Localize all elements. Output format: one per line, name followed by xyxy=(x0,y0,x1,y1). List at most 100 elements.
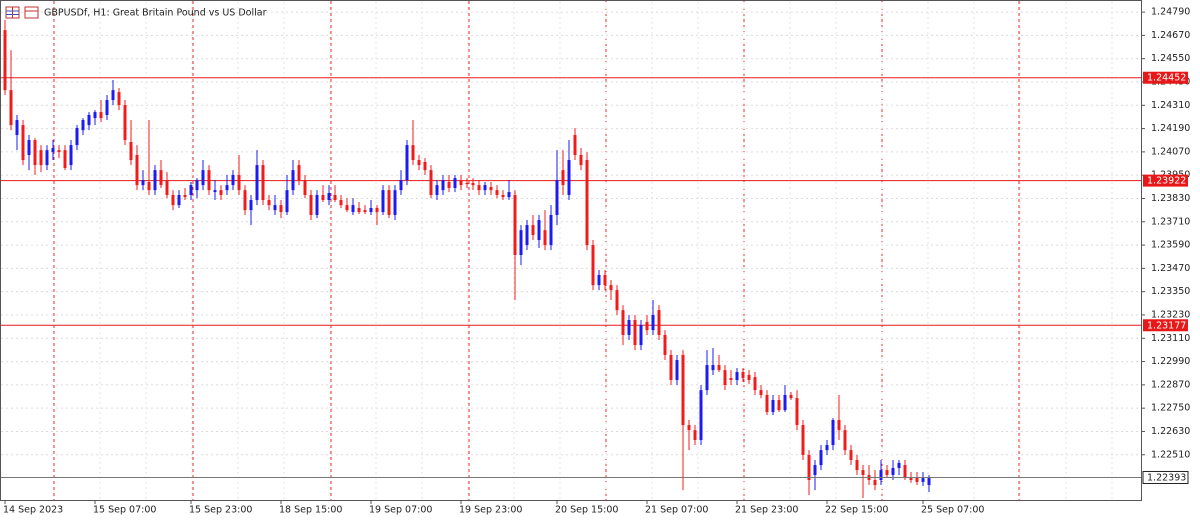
candle-body xyxy=(423,161,427,171)
candle-body xyxy=(537,220,541,241)
candle-body xyxy=(99,112,103,119)
candle-body xyxy=(351,205,355,213)
level-price-box xyxy=(1143,71,1188,84)
candle-body xyxy=(69,145,73,166)
candle-body xyxy=(321,194,325,201)
candle-body xyxy=(879,470,883,481)
y-tick-label: 1.23350 xyxy=(1151,286,1190,297)
y-tick-label: 1.23110 xyxy=(1151,333,1190,344)
candle-body xyxy=(843,430,847,451)
icon-frame xyxy=(24,6,39,19)
candle-body xyxy=(15,120,19,135)
candle-body xyxy=(57,150,61,153)
candle-body xyxy=(609,285,613,291)
y-tick-label: 1.24310 xyxy=(1151,100,1190,111)
candle-body xyxy=(903,465,907,479)
candle-body xyxy=(213,190,217,193)
candle-body xyxy=(111,90,115,101)
candle-body xyxy=(273,205,277,211)
last-price-box xyxy=(1142,470,1189,484)
candle-body xyxy=(411,145,415,161)
candle-body xyxy=(567,160,571,195)
candle-body xyxy=(249,200,253,211)
candle-body xyxy=(303,180,307,195)
candle-body xyxy=(147,181,151,191)
candle-body xyxy=(927,477,931,486)
x-tick-label: 22 Sep 15:00 xyxy=(825,505,888,516)
candle-body xyxy=(789,394,793,399)
candle-body xyxy=(669,354,673,381)
candle-body xyxy=(207,170,211,191)
candle-body xyxy=(135,154,139,186)
y-tick-label: 1.23710 xyxy=(1151,216,1190,227)
candle-body xyxy=(3,30,7,91)
candle-body xyxy=(27,140,31,155)
candle-body xyxy=(177,194,181,206)
candle-body xyxy=(729,378,733,381)
candle-body xyxy=(285,190,289,213)
candle-body xyxy=(543,230,547,246)
candle-body xyxy=(195,180,199,191)
candle-body xyxy=(297,165,301,181)
candle-body xyxy=(693,430,697,441)
candle-body xyxy=(747,374,751,381)
candle-body xyxy=(339,200,343,206)
candle-body xyxy=(861,470,865,475)
y-tick-label: 1.22510 xyxy=(1151,449,1190,460)
candle-body xyxy=(261,165,265,201)
candle-body xyxy=(189,185,193,195)
candle-body xyxy=(417,160,421,166)
candle-body xyxy=(141,180,145,186)
candle-body xyxy=(381,190,385,213)
x-tick-label: 18 Sep 15:00 xyxy=(279,505,342,516)
candle-body xyxy=(309,194,313,215)
y-tick-label: 1.23470 xyxy=(1151,263,1190,274)
candle-body xyxy=(201,170,205,186)
candle-body xyxy=(219,190,223,195)
last-price-label: 1.22393 xyxy=(1147,472,1186,483)
candle-body xyxy=(885,470,889,475)
candle-body xyxy=(573,134,577,155)
candle-body xyxy=(237,174,241,191)
x-tick-label: 21 Sep 07:00 xyxy=(645,505,708,516)
candle-body xyxy=(561,170,565,186)
candle-body xyxy=(819,450,823,466)
candle-body xyxy=(507,192,511,198)
candle-body xyxy=(393,190,397,215)
x-tick-label: 15 Sep 07:00 xyxy=(93,505,156,516)
candle-body xyxy=(447,181,451,188)
y-tick-label: 1.24550 xyxy=(1151,53,1190,64)
y-tick-label: 1.24070 xyxy=(1151,146,1190,157)
candle-body xyxy=(153,170,157,191)
candle-body xyxy=(93,112,97,119)
y-tick-label: 1.22750 xyxy=(1151,403,1190,414)
y-tick-label: 1.24670 xyxy=(1151,30,1190,41)
candle-body xyxy=(159,170,163,186)
candle-body xyxy=(627,320,631,335)
candle-body xyxy=(555,180,559,215)
level-price-label: 1.23922 xyxy=(1147,176,1186,187)
candle-body xyxy=(717,365,721,371)
candle-body xyxy=(645,321,649,331)
candle-body xyxy=(915,478,919,482)
candle-body xyxy=(525,225,529,246)
candle-body xyxy=(231,174,235,186)
candle-body xyxy=(825,445,829,451)
candle-body xyxy=(279,205,283,213)
candle-body xyxy=(501,194,505,198)
y-tick-label: 1.23830 xyxy=(1151,193,1190,204)
candle-body xyxy=(327,193,331,201)
candle-body xyxy=(855,460,859,471)
candle-body xyxy=(243,190,247,211)
x-tick-label: 14 Sep 2023 xyxy=(3,505,63,516)
candle-body xyxy=(117,92,121,106)
candle-body xyxy=(549,214,553,246)
level-price-label: 1.24452 xyxy=(1147,73,1186,84)
candle-body xyxy=(795,398,799,426)
candle-body xyxy=(891,467,895,475)
candle-body xyxy=(363,210,367,213)
candle-body xyxy=(495,190,499,195)
candle-body xyxy=(105,100,109,115)
candle-body xyxy=(63,150,67,168)
